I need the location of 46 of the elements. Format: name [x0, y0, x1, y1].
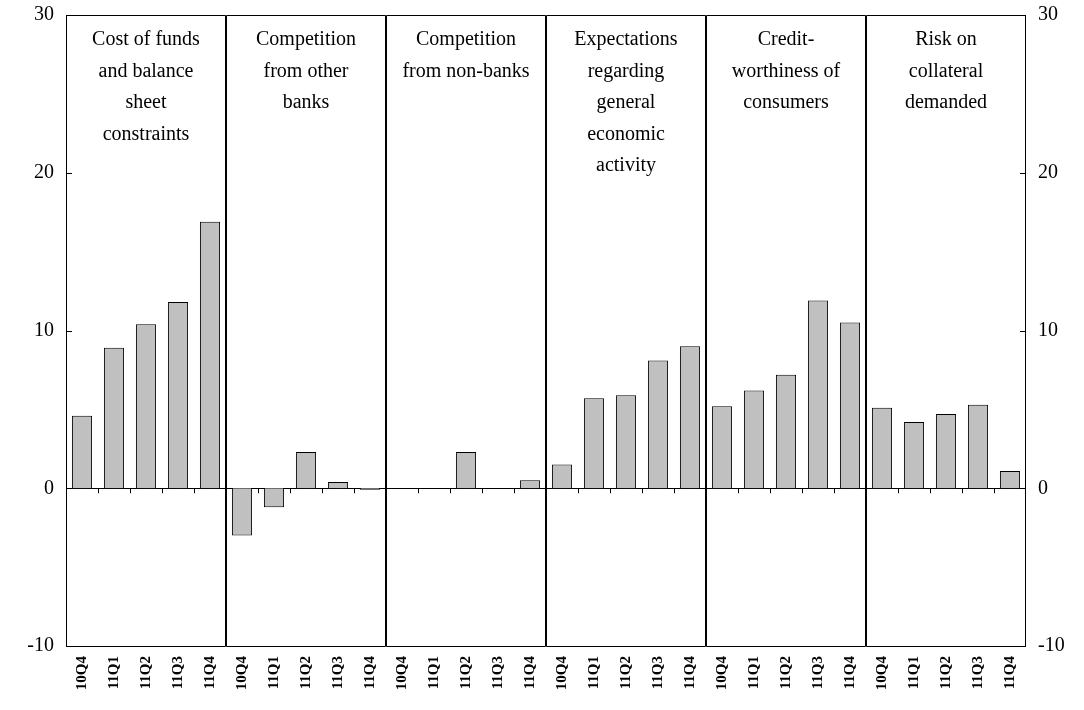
x-tick-label: 11Q4	[360, 655, 377, 690]
x-tick-label: 11Q1	[264, 656, 281, 690]
x-tick-label: 10Q4	[552, 655, 569, 691]
x-tick-label: 11Q4	[1000, 655, 1017, 690]
x-tick-label: 10Q4	[72, 655, 89, 691]
x-tick-label: 11Q4	[840, 655, 857, 690]
x-tick-label: 10Q4	[232, 655, 249, 691]
x-tick-label: 11Q1	[904, 656, 921, 690]
x-tick-label: 11Q3	[328, 656, 345, 690]
x-tick-label: 11Q3	[648, 656, 665, 690]
x-tick-label: 10Q4	[392, 655, 409, 691]
text: Cost of funds and balance sheet constraints	[92, 27, 201, 144]
y-tick-label: 0	[44, 475, 54, 498]
x-tick-label: 10Q4	[872, 655, 889, 691]
x-tick-label: 11Q2	[456, 656, 473, 690]
y-tick-label: 20	[1038, 160, 1058, 182]
x-tick-label: 11Q2	[136, 656, 153, 690]
text: Risk on collateral demanded	[904, 27, 988, 112]
y-tick-label: 10	[34, 317, 54, 340]
x-tick-label: 10Q4	[712, 655, 729, 691]
x-tick-label: 11Q2	[296, 656, 313, 690]
y-tick-label: 30	[34, 2, 54, 25]
x-tick-label: 11Q4	[520, 655, 537, 690]
y-tick-label: -10	[1038, 633, 1065, 656]
y-tick-label: 0	[1038, 475, 1048, 498]
x-tick-label: 11Q3	[168, 656, 185, 690]
text: Competition from non-banks	[402, 27, 530, 81]
text: Competition from other banks	[256, 27, 356, 112]
y-tick-label: 30	[1038, 2, 1058, 25]
x-tick-label: 11Q1	[584, 656, 601, 690]
x-tick-label: 11Q2	[776, 656, 793, 690]
x-tick-label: 11Q2	[616, 656, 633, 690]
text: Credit-worthiness of consumers	[731, 27, 841, 112]
x-tick-label: 11Q3	[968, 656, 985, 690]
x-tick-label: 11Q4	[200, 655, 217, 690]
y-tick-label: 10	[1038, 317, 1058, 340]
y-tick-label: -10	[27, 633, 54, 656]
x-tick-label: 11Q1	[744, 656, 761, 690]
x-tick-label: 11Q3	[808, 656, 825, 690]
x-tick-label: 11Q1	[424, 656, 441, 690]
text: Expectations regarding general economic activity	[574, 27, 678, 176]
y-tick-label: 20	[34, 160, 54, 182]
x-tick-label: 11Q3	[488, 656, 505, 690]
x-tick-label: 11Q2	[936, 656, 953, 690]
x-tick-label: 11Q1	[104, 656, 121, 690]
x-tick-label: 11Q4	[680, 655, 697, 690]
